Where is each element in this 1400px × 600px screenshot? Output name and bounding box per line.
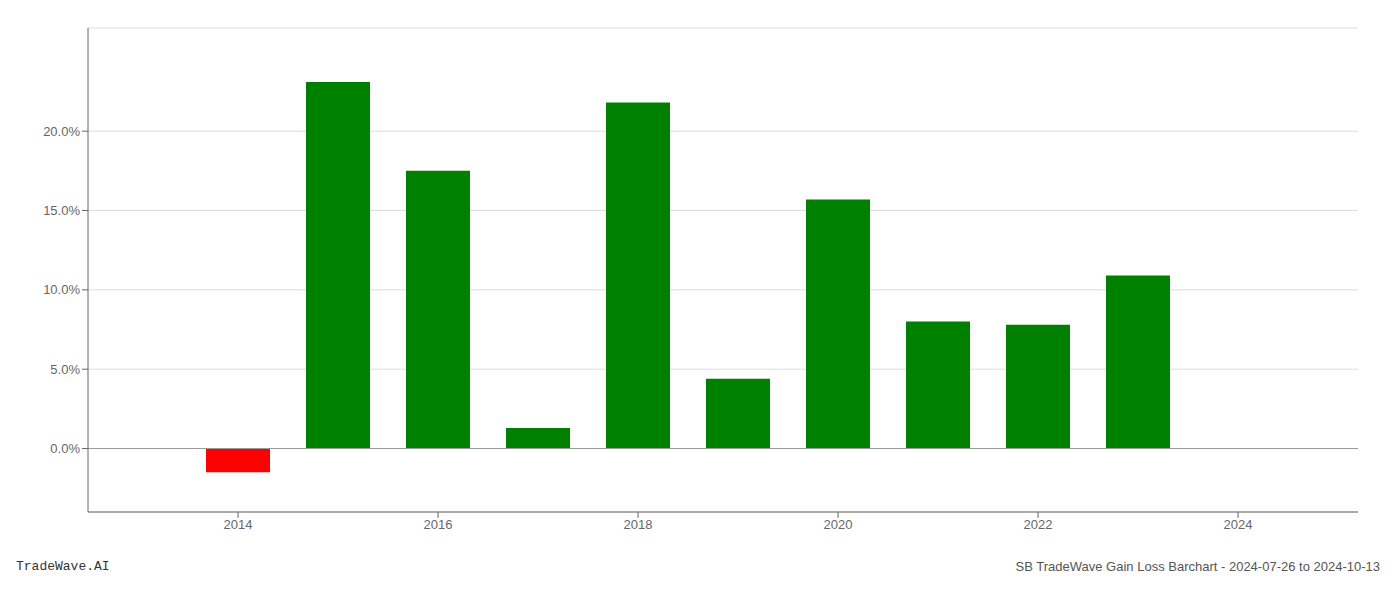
svg-text:20.0%: 20.0%	[43, 124, 80, 139]
svg-text:15.0%: 15.0%	[43, 203, 80, 218]
svg-text:10.0%: 10.0%	[43, 282, 80, 297]
svg-text:2016: 2016	[424, 517, 453, 532]
svg-text:5.0%: 5.0%	[50, 362, 80, 377]
html-text:SB TradeWave Gain Loss Barchar: SB TradeWave Gain Loss Barchart - 2024-0…	[1015, 559, 1380, 574]
svg-text:2018: 2018	[624, 517, 653, 532]
svg-text:2020: 2020	[824, 517, 853, 532]
svg-text:2014: 2014	[224, 517, 253, 532]
svg-text:0.0%: 0.0%	[50, 441, 80, 456]
html-text:TradeWave.AI: TradeWave.AI	[16, 559, 110, 574]
svg-text:2024: 2024	[1224, 517, 1253, 532]
svg-text:2022: 2022	[1024, 517, 1053, 532]
